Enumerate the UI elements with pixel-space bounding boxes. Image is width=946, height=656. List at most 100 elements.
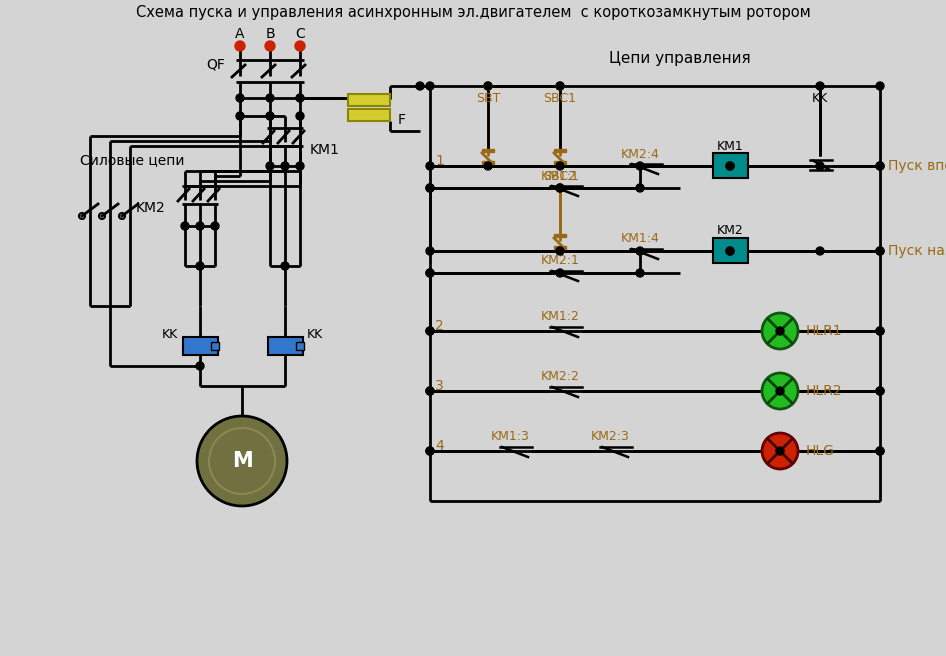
Circle shape <box>484 82 492 90</box>
Text: HLR2: HLR2 <box>806 384 843 398</box>
Circle shape <box>296 112 304 120</box>
Circle shape <box>196 262 204 270</box>
Circle shape <box>876 247 884 255</box>
Circle shape <box>876 247 884 255</box>
Text: C: C <box>295 27 305 41</box>
Circle shape <box>776 447 784 455</box>
Circle shape <box>816 162 824 170</box>
Circle shape <box>876 162 884 170</box>
Text: KM2:3: KM2:3 <box>590 430 629 443</box>
Circle shape <box>426 184 434 192</box>
Circle shape <box>556 269 564 277</box>
Text: Пуск вперед: Пуск вперед <box>888 159 946 173</box>
Circle shape <box>196 362 204 370</box>
Text: F: F <box>398 113 406 127</box>
Circle shape <box>636 247 644 255</box>
Text: Схема пуска и управления асинхронным эл.двигателем  с короткозамкнутым ротором: Схема пуска и управления асинхронным эл.… <box>135 5 811 20</box>
Circle shape <box>876 447 884 455</box>
Circle shape <box>196 222 204 230</box>
Text: SBT: SBT <box>476 91 500 104</box>
Text: KM1: KM1 <box>310 143 340 157</box>
Circle shape <box>556 184 564 192</box>
Circle shape <box>426 387 434 395</box>
Circle shape <box>296 162 304 170</box>
Circle shape <box>426 447 434 455</box>
Circle shape <box>295 41 305 51</box>
Bar <box>554 246 566 249</box>
Text: 2: 2 <box>435 319 444 333</box>
Text: 1: 1 <box>435 154 444 168</box>
Circle shape <box>426 184 434 192</box>
Circle shape <box>816 247 824 255</box>
Text: Силовые цепи: Силовые цепи <box>80 153 184 167</box>
Text: Пуск назад: Пуск назад <box>888 244 946 258</box>
Bar <box>713 153 748 178</box>
Text: KM2:1: KM2:1 <box>540 255 580 268</box>
Circle shape <box>266 162 274 170</box>
Text: A: A <box>236 27 245 41</box>
Bar <box>296 342 304 350</box>
Circle shape <box>266 112 274 120</box>
Bar <box>482 161 494 164</box>
Circle shape <box>296 94 304 102</box>
Circle shape <box>556 82 564 90</box>
Text: KK: KK <box>812 91 828 104</box>
Circle shape <box>236 112 244 120</box>
Circle shape <box>426 82 434 90</box>
Text: B: B <box>265 27 274 41</box>
Circle shape <box>235 41 245 51</box>
Bar <box>554 234 566 237</box>
Circle shape <box>426 269 434 277</box>
Text: 4: 4 <box>435 439 444 453</box>
Circle shape <box>876 327 884 335</box>
Circle shape <box>636 184 644 192</box>
Circle shape <box>556 184 564 192</box>
Bar <box>183 337 218 355</box>
Circle shape <box>281 262 289 270</box>
Text: KM2: KM2 <box>135 201 165 215</box>
Circle shape <box>281 162 289 170</box>
Text: KM2:4: KM2:4 <box>621 148 659 161</box>
Bar <box>211 342 219 350</box>
Text: HLG: HLG <box>806 444 835 458</box>
Circle shape <box>426 327 434 335</box>
Circle shape <box>426 162 434 170</box>
Bar <box>482 149 494 152</box>
Circle shape <box>265 41 275 51</box>
Circle shape <box>776 387 784 395</box>
Circle shape <box>876 327 884 335</box>
Bar <box>554 149 566 152</box>
Circle shape <box>726 247 734 255</box>
Text: KM1:2: KM1:2 <box>540 310 580 323</box>
Circle shape <box>266 94 274 102</box>
Circle shape <box>556 82 564 90</box>
Circle shape <box>556 247 564 255</box>
Text: 3: 3 <box>435 379 444 393</box>
Circle shape <box>636 162 644 170</box>
Circle shape <box>236 94 244 102</box>
Circle shape <box>762 433 798 469</box>
Circle shape <box>426 447 434 455</box>
Text: Цепи управления: Цепи управления <box>609 51 751 66</box>
Circle shape <box>876 82 884 90</box>
Circle shape <box>876 447 884 455</box>
Text: М: М <box>232 451 253 471</box>
Text: KM2:2: KM2:2 <box>540 371 580 384</box>
Circle shape <box>426 387 434 395</box>
Text: KK: KK <box>307 327 324 340</box>
Circle shape <box>426 247 434 255</box>
Circle shape <box>426 269 434 277</box>
Circle shape <box>636 269 644 277</box>
Text: KM1: KM1 <box>717 140 744 152</box>
Circle shape <box>484 162 492 170</box>
Bar <box>348 94 390 106</box>
Text: SBC2: SBC2 <box>544 169 576 182</box>
Circle shape <box>426 327 434 335</box>
Text: SBC1: SBC1 <box>544 91 576 104</box>
Circle shape <box>416 82 424 90</box>
Bar <box>268 337 303 355</box>
Circle shape <box>726 247 734 255</box>
Circle shape <box>776 327 784 335</box>
Circle shape <box>762 313 798 349</box>
Circle shape <box>876 387 884 395</box>
